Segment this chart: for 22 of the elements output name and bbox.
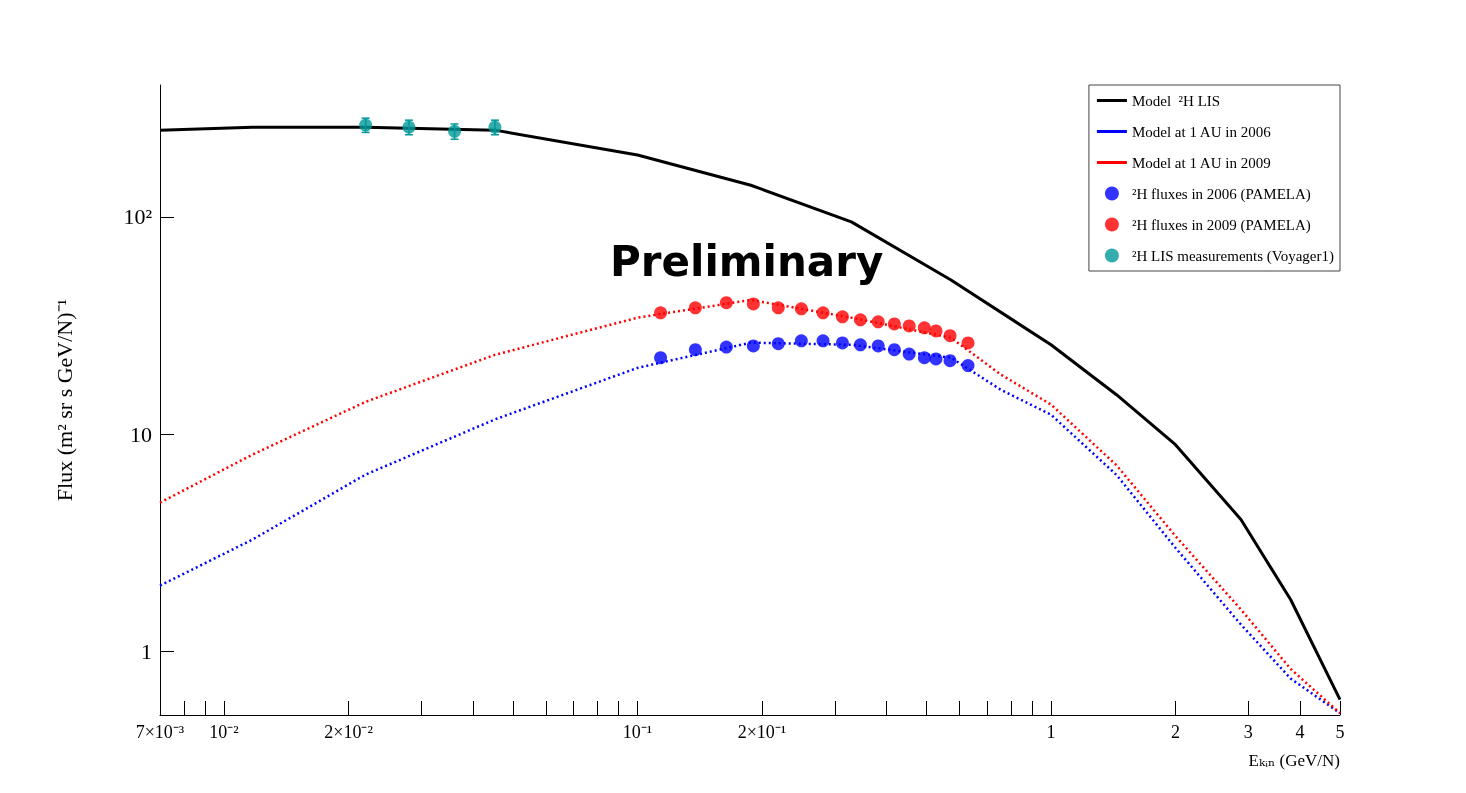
x-tick-label: 7×10⁻³ xyxy=(135,722,185,742)
x-axis-title: Eₖᵢₙ (GeV/N) xyxy=(1248,751,1341,770)
annotation: Preliminary xyxy=(610,236,884,286)
x-tick-label: 10⁻¹ xyxy=(622,722,653,742)
x-tick-label: 1 xyxy=(1046,722,1056,742)
legend-label: Model at 1 AU in 2006 xyxy=(1131,123,1272,140)
legend-label: ²H fluxes in 2006 (PAMELA) xyxy=(1131,185,1311,203)
legend-label: Model ²H LIS xyxy=(1131,92,1221,109)
x-tick-label: 5 xyxy=(1335,722,1345,742)
legend-label: ²H LIS measurements (Voyager1) xyxy=(1131,247,1335,265)
x-tick-label: 3 xyxy=(1243,722,1253,742)
y-axis-title: Flux (m² sr s GeV/N)⁻¹ xyxy=(51,298,77,502)
x-tick-label: 2×10⁻² xyxy=(324,722,373,742)
y-tick-label: 1 xyxy=(141,638,152,664)
y-tick-label: 10² xyxy=(123,204,153,230)
legend-label: ²H fluxes in 2009 (PAMELA) xyxy=(1131,216,1311,234)
x-tick-label: 4 xyxy=(1295,722,1305,742)
x-tick-label: 10⁻² xyxy=(209,722,239,742)
x-tick-label: 2 xyxy=(1170,722,1180,742)
y-tick-label: 10 xyxy=(130,421,152,447)
x-tick-label: 2×10⁻¹ xyxy=(737,722,787,742)
legend-label: Model at 1 AU in 2009 xyxy=(1131,154,1271,171)
